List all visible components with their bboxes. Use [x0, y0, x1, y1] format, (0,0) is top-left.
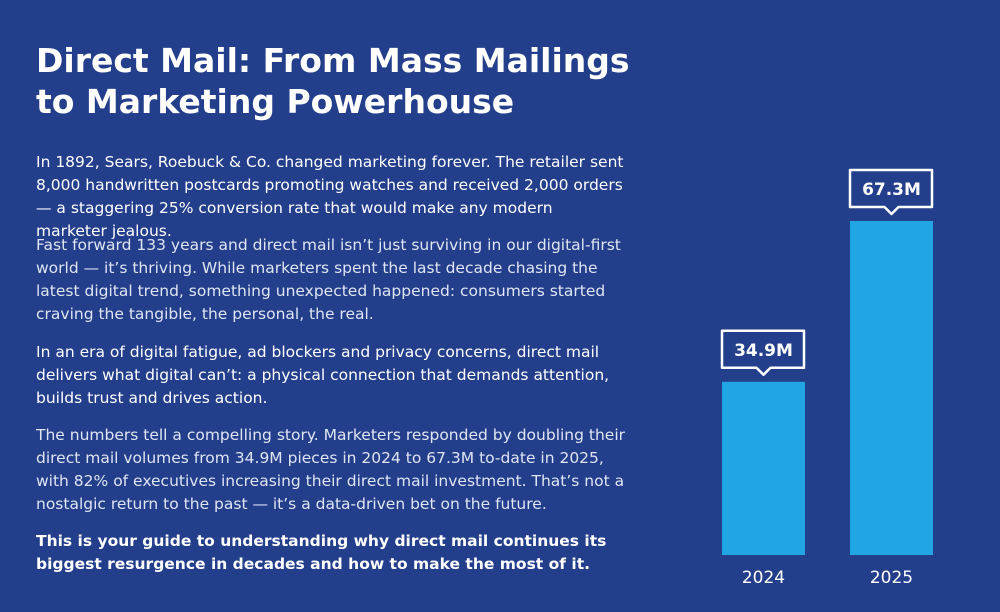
value-label: 67.3M — [862, 180, 921, 200]
callout — [720, 329, 806, 377]
paragraph: The numbers tell a compelling story. Mar… — [36, 426, 626, 513]
paragraph: In 1892, Sears, Roebuck & Co. changed ma… — [36, 153, 624, 240]
title: Direct Mail: From Mass Mailings to Marke… — [36, 41, 630, 121]
callout — [848, 168, 934, 216]
value-label: 34.9M — [734, 341, 793, 361]
paragraph: Fast forward 133 years and direct mail i… — [36, 236, 621, 323]
x-tick-label: 2025 — [870, 568, 913, 588]
bar — [850, 221, 933, 555]
paragraph: In an era of digital fatigue, ad blocker… — [36, 343, 610, 407]
x-tick-label: 2024 — [742, 568, 785, 588]
paragraph: This is your guide to understanding why … — [36, 532, 607, 573]
bar — [722, 381, 805, 555]
